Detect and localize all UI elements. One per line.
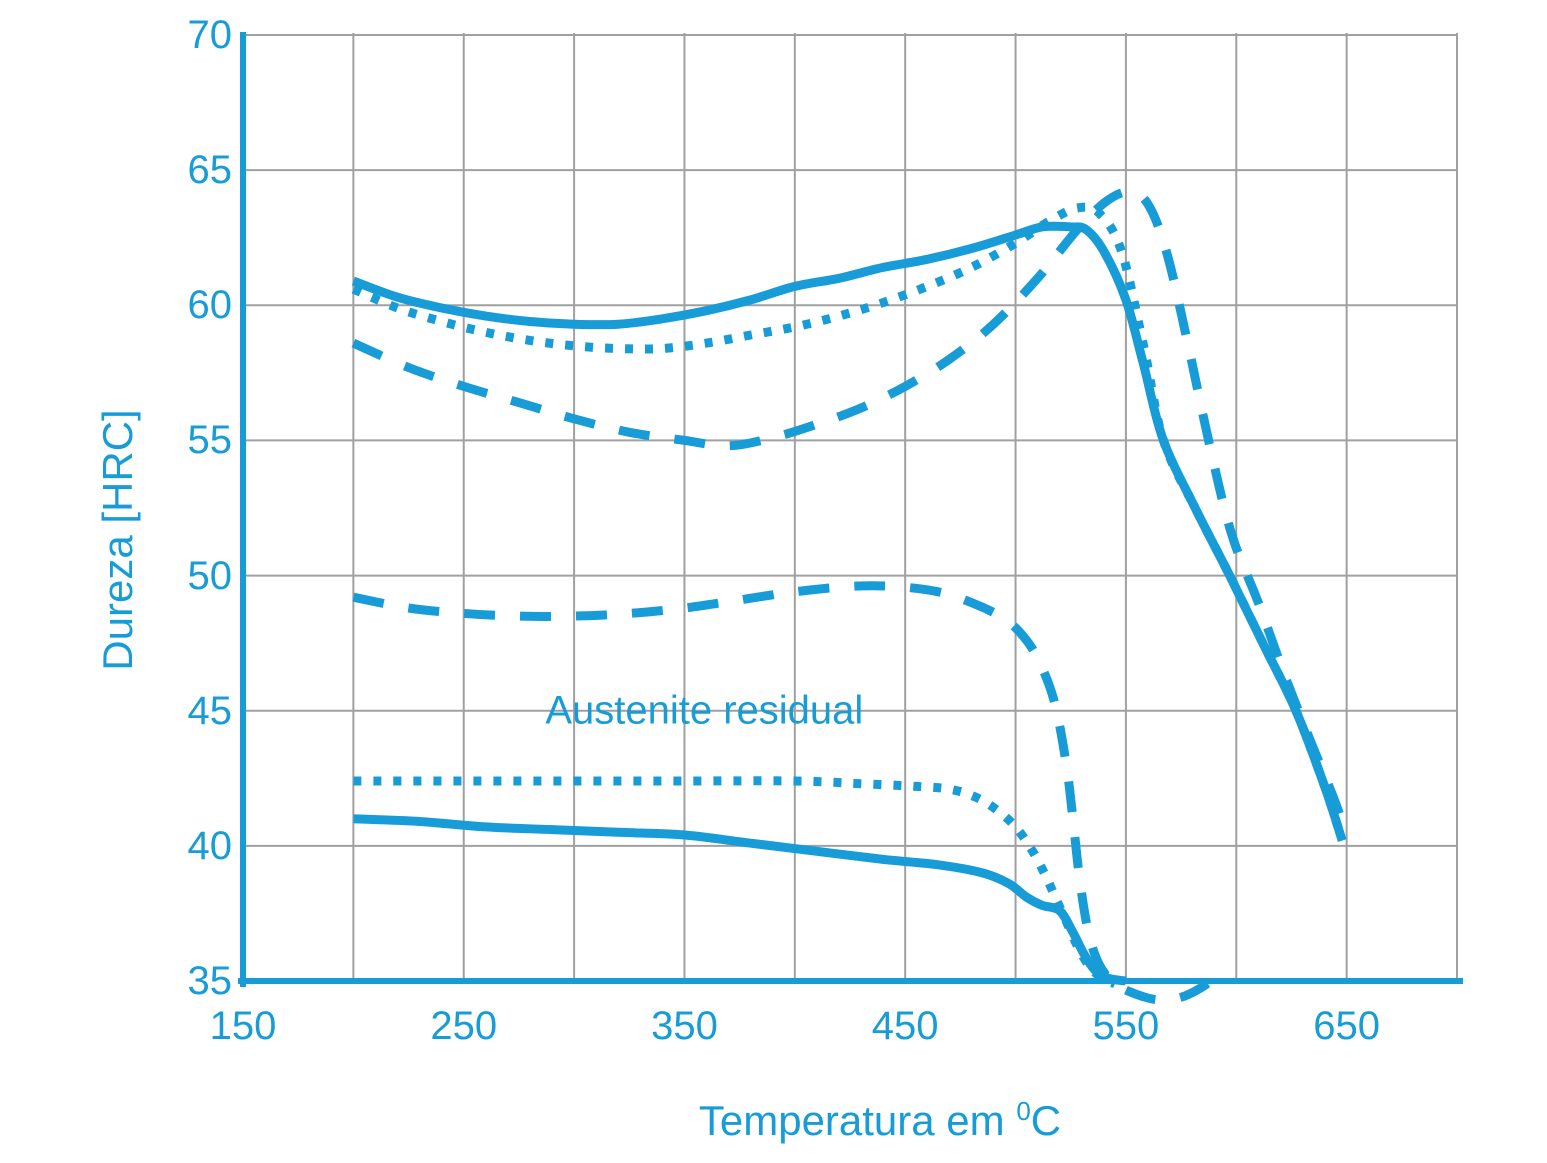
y-tick-label: 50 bbox=[187, 553, 233, 598]
y-tick-label: 35 bbox=[187, 959, 233, 1003]
x-tick-label: 650 bbox=[1313, 1004, 1380, 1048]
series-austenite-dashed bbox=[352, 581, 1227, 1005]
x-tick-label: 150 bbox=[209, 1004, 277, 1048]
y-tick-label: 40 bbox=[187, 823, 233, 868]
y-tick-label: 70 bbox=[187, 13, 233, 57]
series-hardness-solid bbox=[351, 221, 1347, 842]
series-hardness-dotted bbox=[351, 202, 1347, 842]
series-austenite-solid bbox=[353, 814, 1127, 986]
x-tick-label: 450 bbox=[871, 1004, 939, 1048]
x-tick-label: 350 bbox=[651, 1004, 718, 1048]
x-tick-label: 550 bbox=[1092, 1004, 1160, 1048]
x-tick-label: 250 bbox=[430, 1004, 498, 1048]
austenite-residual-label: Austenite residual bbox=[545, 688, 864, 733]
y-tick-label: 65 bbox=[187, 148, 233, 193]
x-axis-title-sup: 0 bbox=[1016, 1096, 1031, 1126]
x-axis-title-unit: C bbox=[1030, 1097, 1062, 1144]
series-hardness-dashed bbox=[351, 186, 1351, 837]
y-tick-label: 45 bbox=[187, 688, 233, 733]
y-tick-label: 55 bbox=[187, 418, 233, 463]
x-axis-title-text: Temperatura em bbox=[698, 1097, 1017, 1144]
y-tick-label: 60 bbox=[187, 283, 233, 328]
x-axis-title: Temperatura em 0C bbox=[699, 1096, 1061, 1145]
